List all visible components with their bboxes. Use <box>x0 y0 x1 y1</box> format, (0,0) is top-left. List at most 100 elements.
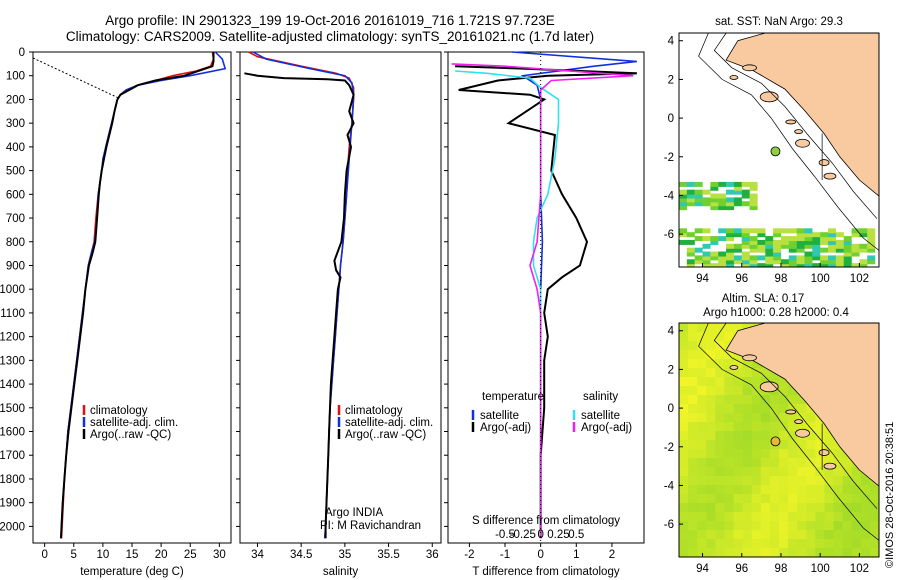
sla-cell <box>697 332 707 342</box>
sla-cell <box>715 440 726 450</box>
x-axis-label: salinity <box>323 566 358 578</box>
sst-pixel <box>765 255 774 261</box>
sla-cell <box>824 521 835 531</box>
legend-header: salinity <box>583 391 618 403</box>
sla-cell <box>751 431 762 441</box>
sla-cell <box>751 548 762 557</box>
sst-pixel <box>694 193 703 199</box>
legend-entry: satellite-adj. clim. <box>90 417 178 429</box>
sst-pixel <box>796 243 805 249</box>
sst-pixel <box>757 243 766 249</box>
sla-cell <box>851 512 862 522</box>
sst-pixel <box>757 228 766 234</box>
sst-pixel <box>804 243 813 249</box>
sst-pixel <box>820 247 829 253</box>
sst-pixel <box>741 193 750 199</box>
sla-cell <box>751 359 762 369</box>
sla-cell <box>779 458 789 468</box>
sst-pixel <box>804 228 813 234</box>
sst-pixel <box>718 228 727 234</box>
sla-cell <box>697 413 707 423</box>
sla-cell <box>742 440 753 450</box>
sla-cell <box>815 503 826 513</box>
x-tick-label: 34 <box>251 549 264 561</box>
sst-pixel <box>718 236 727 242</box>
salinity_panel-frame <box>239 51 442 544</box>
sla-cell <box>688 503 698 513</box>
sla-cell <box>706 485 716 495</box>
sst-pixel <box>718 251 727 257</box>
sla-cell <box>779 485 789 495</box>
y-tick-label: 200 <box>6 94 25 106</box>
sst-pixel <box>702 259 711 265</box>
sst-pixel <box>679 205 687 211</box>
sla-cell <box>697 350 707 360</box>
sst-pixel <box>804 236 813 242</box>
sla-cell <box>688 431 698 441</box>
sla-cell <box>824 512 835 522</box>
sla-cell <box>733 530 744 540</box>
sla-cell <box>724 368 735 378</box>
sla_map: 94 96 98 100 102 4 2 0 -2 -4 -6 Altim. SLA: 0.17 Arg… <box>664 293 880 575</box>
sla-cell <box>788 530 798 540</box>
sst-pixel <box>820 239 829 245</box>
sla-cell <box>760 539 771 549</box>
sla-cell <box>697 530 707 540</box>
island <box>818 159 830 166</box>
sst-pixel <box>741 228 750 234</box>
sla-cell <box>715 368 726 378</box>
sla-cell <box>733 476 744 486</box>
sst-pixel <box>679 201 687 207</box>
sla-cell <box>806 530 816 540</box>
sla-cell <box>833 458 844 468</box>
sla-cell <box>788 476 798 486</box>
sla-cell <box>679 494 689 504</box>
sla-cell <box>715 386 726 396</box>
sst-pixel <box>867 255 876 261</box>
sla-cell <box>751 467 762 477</box>
pi-label: PI: M Ravichandran <box>320 520 421 532</box>
sla-cell <box>751 413 762 423</box>
sla-cell <box>688 404 698 414</box>
sla-cell <box>697 458 707 468</box>
sla-cell <box>724 485 735 495</box>
sst-pixel <box>804 251 813 257</box>
y-tick-label: 1800 <box>0 474 25 486</box>
sst-pixel <box>733 201 742 207</box>
sla-cell <box>842 521 853 531</box>
sst-pixel <box>765 259 774 265</box>
sst-pixel <box>741 236 750 242</box>
sla-cell <box>688 467 698 477</box>
sst-pixel <box>686 263 695 267</box>
sla-cell <box>724 449 735 459</box>
sla-cell <box>724 539 735 549</box>
sla-cell <box>815 476 826 486</box>
y-tick-label: 0 <box>19 47 25 59</box>
sst-pixel <box>686 189 695 195</box>
sst-pixel <box>843 255 852 261</box>
sla-cell <box>706 341 716 351</box>
sla-cell <box>760 440 771 450</box>
sst-pixel <box>679 239 687 245</box>
y-tick-label: 1500 <box>0 403 25 415</box>
sla-cell <box>833 476 844 486</box>
sla-cell <box>815 458 826 468</box>
y-tick-label: 1000 <box>0 284 25 296</box>
sla-cell <box>679 395 689 405</box>
sla-cell <box>706 395 716 405</box>
sst-pixel <box>749 201 758 207</box>
sla-cell <box>679 485 689 495</box>
sst-pixel <box>773 255 782 261</box>
sla-cell <box>760 458 771 468</box>
sst-pixel <box>726 228 735 234</box>
sla-cell <box>697 359 707 369</box>
sla-cell <box>706 350 716 360</box>
sla-cell <box>733 485 744 495</box>
x-tick-label: 25 <box>184 549 197 561</box>
chart-title-line2: Climatology: CARS2009. Satellite-adjuste… <box>65 29 595 44</box>
sla-cell <box>688 458 698 468</box>
sla-cell <box>760 503 771 513</box>
sla-cell <box>688 332 698 342</box>
sla-cell <box>742 476 753 486</box>
top-tick-label: -0.25 <box>510 529 536 541</box>
